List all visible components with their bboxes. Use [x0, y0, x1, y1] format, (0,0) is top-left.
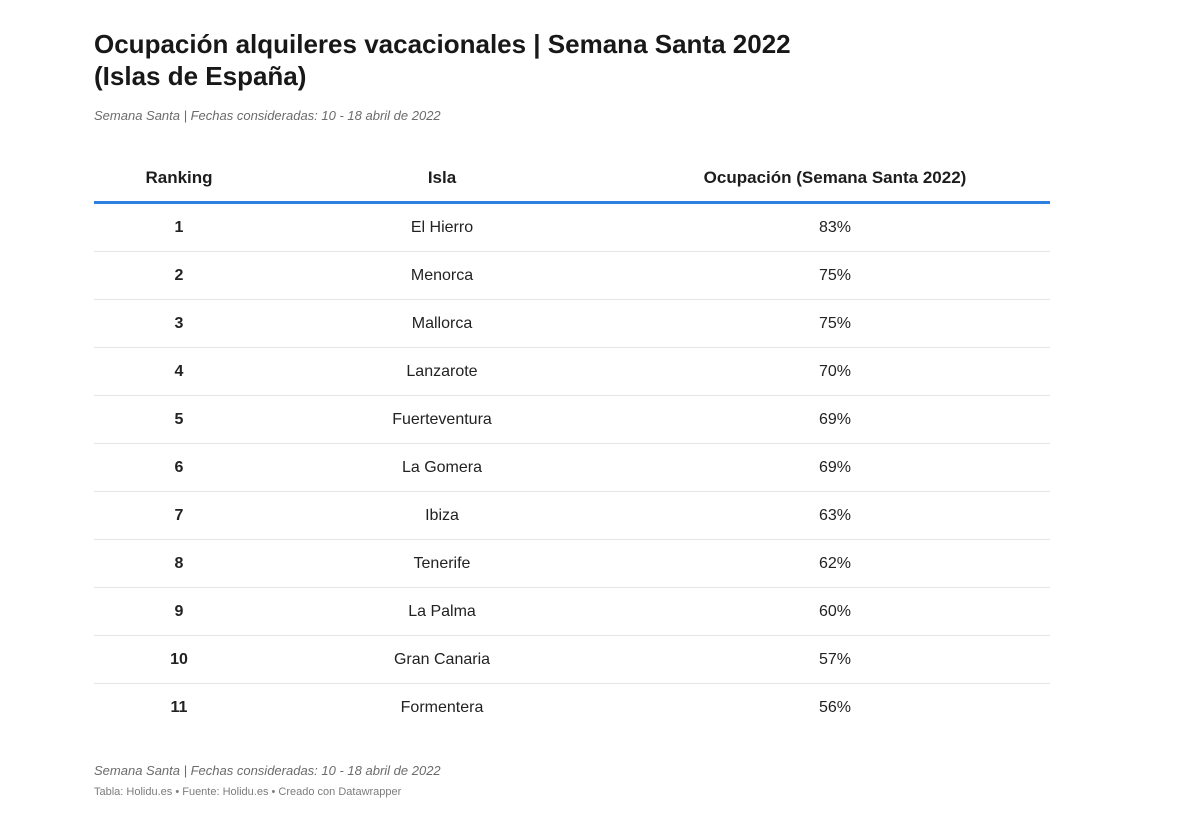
island-cell: La Palma	[264, 587, 620, 636]
ranking-cell: 9	[94, 587, 264, 636]
occupancy-cell: 69%	[620, 395, 1050, 444]
island-cell: El Hierro	[264, 202, 620, 252]
island-cell: La Gomera	[264, 443, 620, 492]
island-cell: Gran Canaria	[264, 635, 620, 684]
table-row: 10 Gran Canaria 57%	[94, 635, 1050, 684]
ranking-cell: 11	[170, 698, 188, 716]
island-cell: Formentera	[400, 698, 484, 716]
chart-container: Ocupación alquileres vacacionales | Sema…	[94, 28, 1050, 798]
ranking-cell: 5	[94, 395, 264, 444]
occupancy-cell: 70%	[620, 347, 1050, 396]
table-row: 4 Lanzarote 70%	[94, 347, 1050, 396]
occupancy-cell: 75%	[620, 251, 1050, 300]
table-row: 2 Menorca 75%	[94, 251, 1050, 300]
island-cell: Ibiza	[264, 491, 620, 540]
chart-notes: Semana Santa | Fechas consideradas: 10 -…	[94, 763, 441, 778]
ranking-cell: 4	[94, 347, 264, 396]
table-row: 1 El Hierro 83%	[94, 202, 1050, 252]
occupancy-cell: 63%	[620, 491, 1050, 540]
occupancy-cell: 69%	[620, 443, 1050, 492]
chart-subtitle: Semana Santa | Fechas consideradas: 10 -…	[94, 108, 441, 123]
island-cell: Tenerife	[264, 539, 620, 588]
table-row: 7 Ibiza 63%	[94, 491, 1050, 540]
occupancy-cell: 75%	[620, 299, 1050, 348]
occupancy-cell: 60%	[620, 587, 1050, 636]
table-row: 6 La Gomera 69%	[94, 443, 1050, 492]
table-row: 3 Mallorca 75%	[94, 299, 1050, 348]
table-row: 11 Formentera 56%	[94, 684, 1050, 732]
ranking-cell: 3	[94, 299, 264, 348]
chart-title-line-2: (Islas de España)	[94, 61, 307, 91]
column-header-ranking: Ranking	[94, 155, 264, 204]
occupancy-cell: 62%	[620, 539, 1050, 588]
occupancy-cell: 57%	[620, 635, 1050, 684]
column-header-isla: Isla	[264, 155, 620, 204]
occupancy-cell: 56%	[818, 698, 852, 716]
island-cell: Fuerteventura	[264, 395, 620, 444]
chart-title: Ocupación alquileres vacacionales | Sema…	[94, 28, 1050, 92]
column-header-ocupacion: Ocupación (Semana Santa 2022)	[620, 155, 1050, 204]
island-cell: Lanzarote	[264, 347, 620, 396]
ranking-cell: 2	[94, 251, 264, 300]
ranking-cell: 10	[94, 635, 264, 684]
table-header-row: Ranking Isla Ocupación (Semana Santa 202…	[94, 155, 1050, 204]
table-row: 9 La Palma 60%	[94, 587, 1050, 636]
ranking-cell: 8	[94, 539, 264, 588]
ranking-cell: 6	[94, 443, 264, 492]
table-body: 1 El Hierro 83% 2 Menorca 75% 3 Mallorca 75% 4 Lan…	[94, 202, 1050, 732]
island-cell: Mallorca	[264, 299, 620, 348]
island-cell: Menorca	[264, 251, 620, 300]
ranking-cell: 1	[94, 202, 264, 252]
occupancy-cell: 83%	[620, 202, 1050, 252]
ranking-cell: 7	[94, 491, 264, 540]
chart-title-line-1: Ocupación alquileres vacacionales | Sema…	[94, 29, 791, 59]
table-row: 8 Tenerife 62%	[94, 539, 1050, 588]
table-row: 5 Fuerteventura 69%	[94, 395, 1050, 444]
chart-source: Tabla: Holidu.es • Fuente: Holidu.es • C…	[94, 786, 402, 798]
ranking-table: Ranking Isla Ocupación (Semana Santa 202…	[94, 155, 1050, 731]
